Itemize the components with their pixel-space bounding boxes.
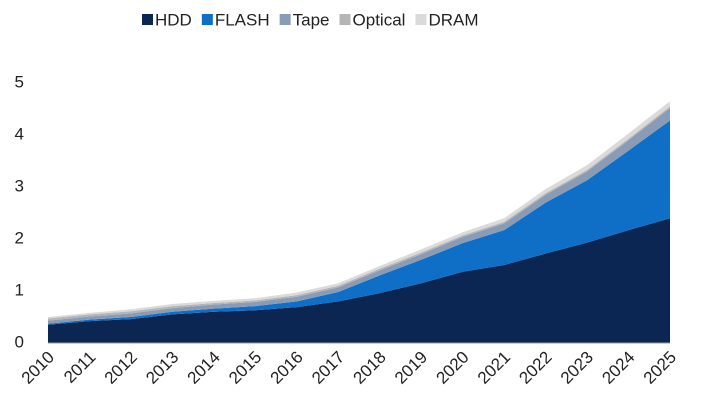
y-tick-label: 0 (15, 332, 24, 351)
area (48, 107, 670, 324)
area (48, 218, 670, 343)
x-tick-label: 2019 (391, 348, 431, 388)
x-tick-label: 2013 (142, 348, 182, 388)
x-tick-label: 2022 (515, 348, 555, 388)
x-tick-label: 2015 (225, 348, 265, 388)
x-tick-label: 2012 (101, 348, 141, 388)
x-tick-label: 2017 (308, 348, 348, 388)
x-tick-label: 2023 (557, 348, 597, 388)
x-tick-label: 2021 (474, 348, 514, 388)
x-tick-label: 2014 (184, 348, 224, 388)
legend-label: Tape (293, 10, 330, 29)
legend-label: HDD (155, 10, 192, 29)
x-tick-label: 2018 (350, 348, 390, 388)
x-tick-label: 2025 (640, 348, 680, 388)
x-tick-label: 2010 (18, 348, 58, 388)
area (48, 101, 670, 319)
area (48, 120, 670, 325)
y-tick-label: 4 (15, 124, 24, 143)
y-tick-label: 3 (15, 176, 24, 195)
x-tick-label: 2020 (432, 348, 472, 388)
legend-swatch (142, 14, 153, 25)
legend-label: FLASH (215, 10, 270, 29)
legend-swatch (279, 14, 291, 25)
legend-label: DRAM (428, 10, 478, 29)
y-tick-label: 5 (15, 72, 24, 91)
area (48, 106, 670, 321)
legend-label: Optical (353, 10, 406, 29)
legend-swatch (415, 14, 427, 25)
y-tick-label: 1 (15, 280, 24, 299)
x-tick-label: 2024 (598, 348, 638, 388)
y-tick-label: 2 (15, 228, 24, 247)
legend-swatch (339, 14, 351, 25)
x-tick-label: 2011 (60, 348, 99, 387)
legend-swatch (201, 14, 213, 25)
x-tick-label: 2016 (267, 348, 307, 388)
